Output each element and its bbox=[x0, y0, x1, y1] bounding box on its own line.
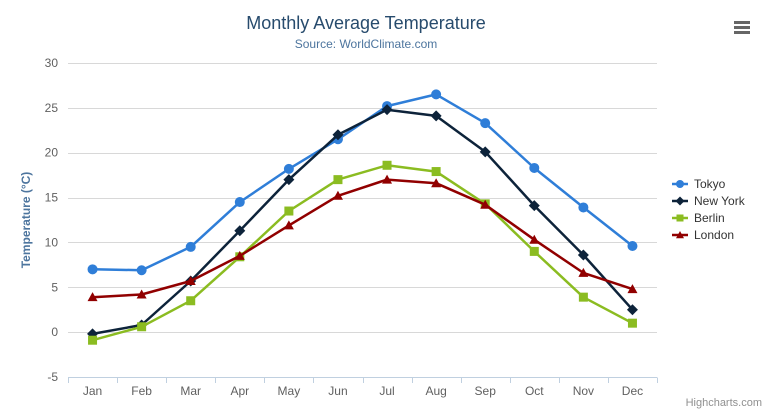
x-axis-label: Apr bbox=[230, 384, 249, 398]
chart-title: Monthly Average Temperature bbox=[246, 13, 486, 33]
data-point-berlin[interactable] bbox=[529, 246, 539, 256]
data-point-berlin[interactable] bbox=[627, 318, 637, 328]
x-axis-label: Feb bbox=[131, 384, 152, 398]
legend-label: London bbox=[694, 227, 735, 242]
data-point-london[interactable] bbox=[87, 292, 98, 302]
x-axis-label: Sep bbox=[475, 384, 497, 398]
data-point-tokyo[interactable] bbox=[529, 162, 540, 173]
legend-square-icon bbox=[672, 214, 688, 221]
y-axis-label: -5 bbox=[47, 370, 58, 384]
data-point-london[interactable] bbox=[627, 284, 638, 294]
y-axis-label: 30 bbox=[45, 56, 59, 70]
legend-circle-icon bbox=[672, 179, 688, 188]
series-line-london[interactable] bbox=[91, 178, 634, 299]
series-line-new-york[interactable] bbox=[91, 108, 634, 336]
data-point-london[interactable] bbox=[332, 190, 343, 200]
legend-triangle-icon bbox=[672, 230, 688, 238]
data-point-london[interactable] bbox=[529, 234, 540, 244]
legend-item-london[interactable]: London bbox=[672, 226, 745, 243]
x-axis-label: Nov bbox=[573, 384, 594, 398]
series-london[interactable] bbox=[87, 174, 638, 302]
legend-item-tokyo[interactable]: Tokyo bbox=[672, 175, 745, 192]
x-axis-label: Dec bbox=[622, 384, 643, 398]
legend-circle-icon-marker bbox=[676, 179, 684, 188]
y-axis-label: 25 bbox=[45, 101, 59, 115]
data-point-tokyo[interactable] bbox=[185, 241, 196, 252]
y-axis-label: 0 bbox=[51, 325, 58, 339]
x-axis-label: Jul bbox=[379, 384, 394, 398]
data-point-tokyo[interactable] bbox=[578, 202, 589, 213]
legend-label: New York bbox=[694, 193, 745, 208]
x-axis bbox=[68, 377, 658, 383]
data-point-london[interactable] bbox=[234, 250, 245, 260]
data-point-tokyo[interactable] bbox=[431, 89, 442, 100]
x-axis-labels: Jan Feb Mar Apr May Jun Jul Aug Sep Oct Nov Dec bbox=[83, 384, 643, 398]
data-point-new-york[interactable] bbox=[332, 129, 344, 141]
chart-subtitle: Source: WorldClimate.com bbox=[294, 37, 438, 51]
data-point-london[interactable] bbox=[136, 289, 147, 299]
legend-diamond-icon-marker bbox=[675, 196, 685, 205]
legend-triangle-icon-marker bbox=[676, 230, 684, 238]
data-point-berlin[interactable] bbox=[186, 296, 196, 306]
y-axis-labels: -5 0 5 10 15 20 25 30 bbox=[45, 56, 59, 384]
data-point-tokyo[interactable] bbox=[480, 118, 491, 129]
data-point-tokyo[interactable] bbox=[87, 264, 98, 275]
legend-item-berlin[interactable]: Berlin bbox=[672, 209, 745, 226]
data-point-new-york[interactable] bbox=[626, 304, 638, 316]
data-point-tokyo[interactable] bbox=[627, 241, 638, 252]
legend-label: Berlin bbox=[694, 210, 725, 225]
data-point-new-york[interactable] bbox=[479, 146, 491, 158]
data-point-new-york[interactable] bbox=[577, 249, 589, 261]
x-axis-label: Aug bbox=[425, 384, 446, 398]
data-point-tokyo[interactable] bbox=[136, 265, 147, 276]
hamburger-menu-icon bbox=[734, 21, 750, 34]
legend: Tokyo New York Berlin London bbox=[672, 175, 745, 243]
series-line-tokyo[interactable] bbox=[91, 93, 634, 272]
data-point-berlin[interactable] bbox=[333, 175, 343, 185]
credits-link[interactable]: Highcharts.com bbox=[685, 397, 762, 409]
legend-square-icon-marker bbox=[676, 214, 684, 221]
legend-diamond-icon bbox=[672, 196, 688, 205]
data-point-london[interactable] bbox=[431, 178, 442, 188]
data-point-berlin[interactable] bbox=[578, 292, 588, 302]
x-axis-label: Jan bbox=[83, 384, 102, 398]
legend-label: Tokyo bbox=[694, 176, 726, 191]
y-axis-label: 10 bbox=[45, 235, 59, 249]
series-new-york[interactable] bbox=[87, 104, 638, 340]
data-point-new-york[interactable] bbox=[283, 174, 295, 186]
y-axis-label: 15 bbox=[45, 191, 59, 205]
series-line-berlin[interactable] bbox=[91, 164, 634, 342]
series-tokyo[interactable] bbox=[87, 89, 638, 276]
data-point-berlin[interactable] bbox=[88, 335, 98, 345]
y-axis-label: 20 bbox=[45, 146, 59, 160]
data-point-london[interactable] bbox=[578, 267, 589, 277]
data-point-new-york[interactable] bbox=[430, 110, 442, 122]
x-axis-label: Oct bbox=[525, 384, 544, 398]
y-axis-label: 5 bbox=[51, 280, 58, 294]
data-point-new-york[interactable] bbox=[381, 104, 393, 116]
data-point-london[interactable] bbox=[382, 174, 393, 184]
data-point-london[interactable] bbox=[283, 220, 294, 230]
x-axis-label: May bbox=[278, 384, 301, 398]
x-axis-label: Jun bbox=[328, 384, 347, 398]
legend-item-new-york[interactable]: New York bbox=[672, 192, 745, 209]
data-point-berlin[interactable] bbox=[382, 160, 392, 170]
data-point-tokyo[interactable] bbox=[283, 163, 294, 174]
data-point-berlin[interactable] bbox=[284, 206, 294, 216]
data-point-new-york[interactable] bbox=[528, 200, 540, 212]
data-point-london[interactable] bbox=[480, 199, 491, 209]
data-point-london[interactable] bbox=[185, 276, 196, 286]
gridlines bbox=[68, 63, 657, 378]
export-menu-button[interactable] bbox=[730, 17, 754, 38]
x-axis-label: Mar bbox=[180, 384, 201, 398]
data-point-tokyo[interactable] bbox=[234, 197, 245, 208]
data-point-berlin[interactable] bbox=[137, 322, 147, 332]
data-point-new-york[interactable] bbox=[234, 225, 246, 237]
data-point-berlin[interactable] bbox=[431, 167, 441, 177]
